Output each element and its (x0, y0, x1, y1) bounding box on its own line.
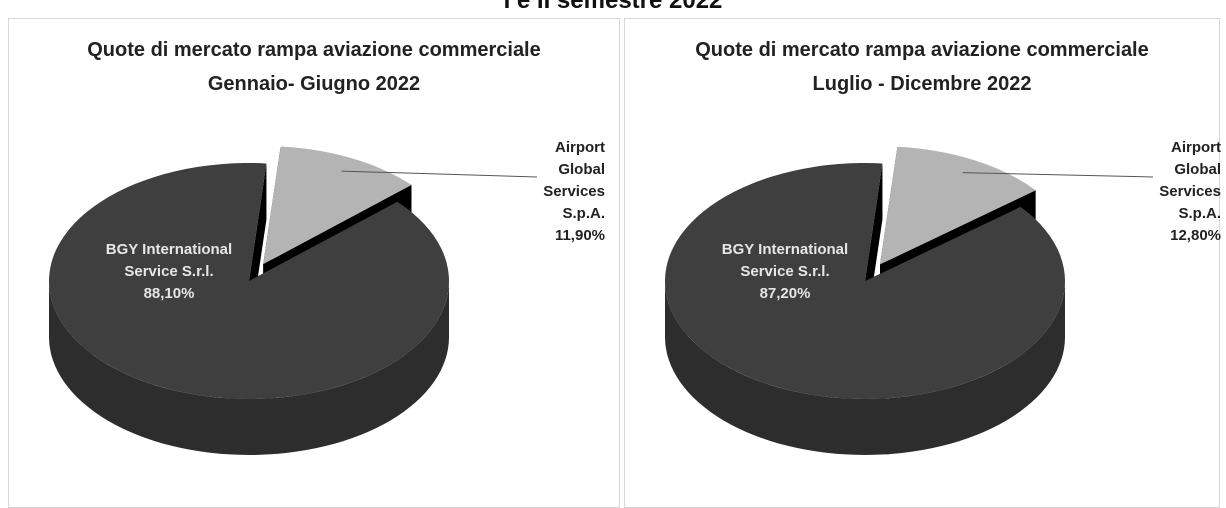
data-label: Airport Global Services S.p.A. 11,90% (505, 137, 605, 247)
data-label: BGY International Service S.r.l. 87,20% (705, 239, 865, 305)
chart-subtitle: Gennaio- Giugno 2022 (207, 73, 421, 95)
category-label: BGY International Service S.r.l. (721, 241, 849, 280)
value-label: 88,10% (143, 285, 195, 302)
pie-chart (665, 146, 1154, 455)
slice (48, 162, 449, 399)
data-label: BGY International Service S.r.l. 88,10% (89, 239, 249, 305)
leader-line (962, 172, 1154, 178)
category-label: Airport Global Services S.p.A. (543, 139, 605, 222)
slice (880, 146, 1036, 265)
slice-side (49, 281, 449, 455)
value-label: 87,20% (759, 285, 811, 302)
category-label: Airport Global Services S.p.A. (1159, 139, 1221, 222)
slice (665, 163, 1065, 399)
value-label: 12,80% (1170, 227, 1221, 244)
category-label: BGY International Service S.r.l. (105, 241, 233, 280)
slice-side (665, 281, 1065, 455)
chart-title: Quote di mercato rampa aviazione commerc… (695, 39, 1149, 61)
chart-panel: Quote di mercato rampa aviazione commerc… (624, 18, 1221, 508)
value-label: 11,90% (554, 227, 605, 244)
leader-line (341, 170, 538, 178)
chart-panel: Quote di mercato rampa aviazione commerc… (8, 18, 620, 508)
data-label: Airport Global Services S.p.A. 12,80% (1121, 137, 1221, 247)
pie-chart (48, 146, 538, 455)
chart-subtitle: Luglio - Dicembre 2022 (812, 73, 1032, 95)
chart-title: Quote di mercato rampa aviazione commerc… (87, 39, 541, 61)
page-heading: I e II semestre 2022 (503, 0, 723, 14)
slice (263, 146, 412, 265)
